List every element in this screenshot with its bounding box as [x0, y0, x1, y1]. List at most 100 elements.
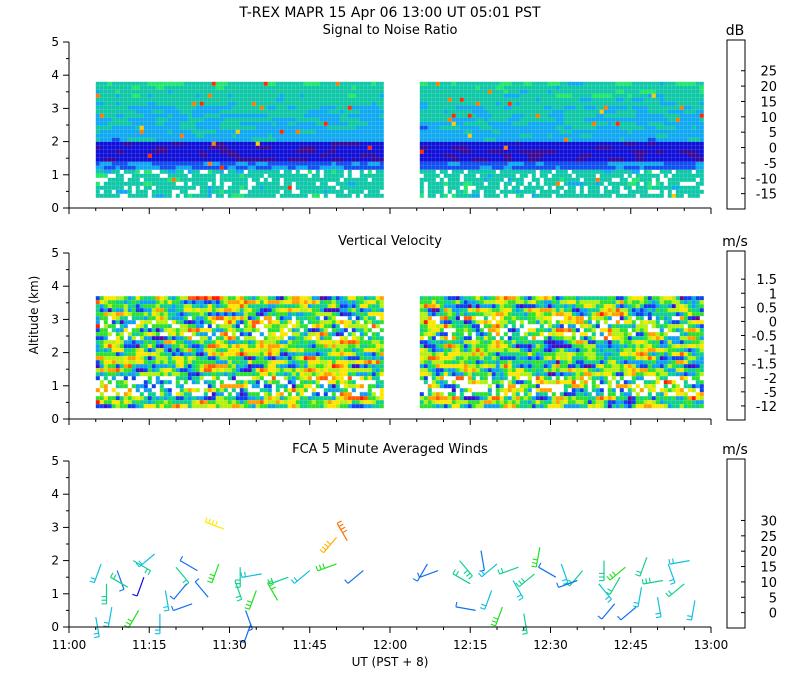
- barb-shaft: [93, 563, 102, 583]
- barb-flag: [340, 526, 346, 531]
- barb-flag: [670, 582, 676, 585]
- wind-barb: [521, 613, 528, 635]
- wind-barb: [89, 563, 102, 584]
- colorbar-tick-label: -10: [756, 172, 777, 187]
- barb-flag: [125, 621, 131, 626]
- wind-barb: [132, 560, 151, 576]
- figure-title: T-REX MAPR 15 Apr 06 13:00 UT 05:01 PST: [238, 5, 541, 21]
- wind-barb: [459, 560, 473, 580]
- colorbar-tick-label: -12: [756, 400, 777, 415]
- barb-flag: [645, 578, 648, 584]
- barb-flag: [245, 603, 251, 607]
- wind-barb: [633, 587, 643, 608]
- wind-barb: [599, 560, 605, 582]
- colorbar-tick-label: -15: [756, 188, 777, 203]
- y-tick-label: 4: [51, 68, 59, 82]
- wind-barb: [132, 576, 145, 597]
- wind-barb: [560, 563, 569, 585]
- wind-barb: [479, 590, 493, 610]
- wind-barb: [606, 566, 626, 581]
- barb-flag: [463, 569, 469, 575]
- wind-barb: [240, 571, 262, 578]
- barb-flag: [633, 601, 639, 604]
- x-tick-label: 11:15: [132, 638, 167, 652]
- wind-barb: [617, 606, 637, 621]
- barb-shaft: [245, 610, 253, 630]
- colorbar-tick-label: -1: [764, 344, 777, 359]
- x-tick-label: 11:00: [52, 638, 87, 652]
- barb-flag: [321, 546, 327, 551]
- barb-flag: [493, 616, 499, 620]
- barb-shaft: [211, 563, 220, 583]
- barb-shaft: [538, 566, 557, 578]
- y-tick-label: 3: [51, 312, 59, 326]
- barb-flag: [516, 594, 522, 598]
- barb-shaft: [175, 566, 190, 583]
- barb-flag: [103, 621, 110, 624]
- barb-flag: [318, 564, 322, 570]
- barb-flag: [481, 603, 487, 607]
- barb-flag: [617, 615, 622, 621]
- barb-flag: [518, 597, 524, 601]
- x-tick-label: 11:45: [292, 638, 327, 652]
- panel-2: Vertical Velocity 0 1 2 3 4 5 -12-5-2-1.5-1-0.5…: [51, 234, 777, 426]
- barb-shaft: [317, 563, 337, 572]
- barb-shaft: [690, 600, 696, 621]
- barb-shaft: [455, 606, 476, 611]
- barb-flag: [144, 568, 148, 574]
- barb-shaft: [601, 603, 616, 620]
- wind-barb: [556, 579, 578, 588]
- barb-flag: [207, 580, 213, 584]
- barb-shaft: [194, 581, 209, 598]
- barb-flag: [127, 618, 133, 622]
- wind-barb: [315, 563, 337, 572]
- barb-flag: [239, 640, 245, 644]
- wind-barb: [538, 562, 557, 578]
- barb-flag: [556, 582, 560, 588]
- wind-barb: [319, 537, 337, 554]
- barb-flag: [417, 572, 420, 578]
- barb-shaft: [481, 563, 498, 578]
- wind-barb: [478, 563, 498, 578]
- barb-flag: [204, 517, 208, 523]
- wind-barb: [204, 517, 225, 530]
- barb-flag: [267, 579, 271, 585]
- barb-flag: [267, 580, 273, 584]
- barb-flag: [605, 591, 611, 595]
- barb-flag: [531, 562, 538, 565]
- wind-barb: [169, 583, 188, 600]
- colorbar-tick-label: 15: [760, 95, 777, 110]
- axes: 0 1 2 3 4 5 11:00 11:15 11:30 11:45 12:00 12:15 12:3…: [51, 454, 728, 652]
- barb-flag: [521, 629, 527, 632]
- barb-shaft: [484, 590, 493, 610]
- barb-flag: [655, 612, 661, 615]
- barb-shaft: [558, 579, 578, 588]
- wind-barb: [207, 563, 220, 584]
- barb-flag: [641, 579, 644, 585]
- barb-flag: [271, 586, 276, 590]
- barb-flag: [169, 595, 175, 600]
- wind-barb: [163, 590, 170, 612]
- barb-shaft: [668, 583, 685, 598]
- panel-title: Signal to Noise Ratio: [323, 23, 458, 38]
- colorbar-tick-label: -5: [764, 157, 777, 172]
- panel-title: FCA 5 Minute Averaged Winds: [292, 442, 488, 457]
- barb-flag: [324, 543, 329, 548]
- barb-shaft: [598, 583, 612, 600]
- barb-shaft: [609, 576, 621, 595]
- wind-barb: [605, 576, 621, 595]
- barb-flag: [532, 558, 538, 561]
- barb-flag: [342, 529, 348, 534]
- wind-barbs: [89, 517, 696, 644]
- panels: Signal to Noise Ratio012345-15-10-505101…: [51, 23, 777, 652]
- barb-flag: [236, 598, 242, 602]
- barb-shaft: [132, 560, 151, 572]
- barb-shaft: [569, 570, 584, 587]
- barb-flag: [93, 632, 99, 635]
- barb-shaft: [609, 566, 626, 581]
- barb-flag: [269, 583, 275, 587]
- barb-flag: [609, 573, 614, 579]
- y-tick-label: 2: [51, 554, 59, 568]
- barb-flag: [635, 573, 641, 577]
